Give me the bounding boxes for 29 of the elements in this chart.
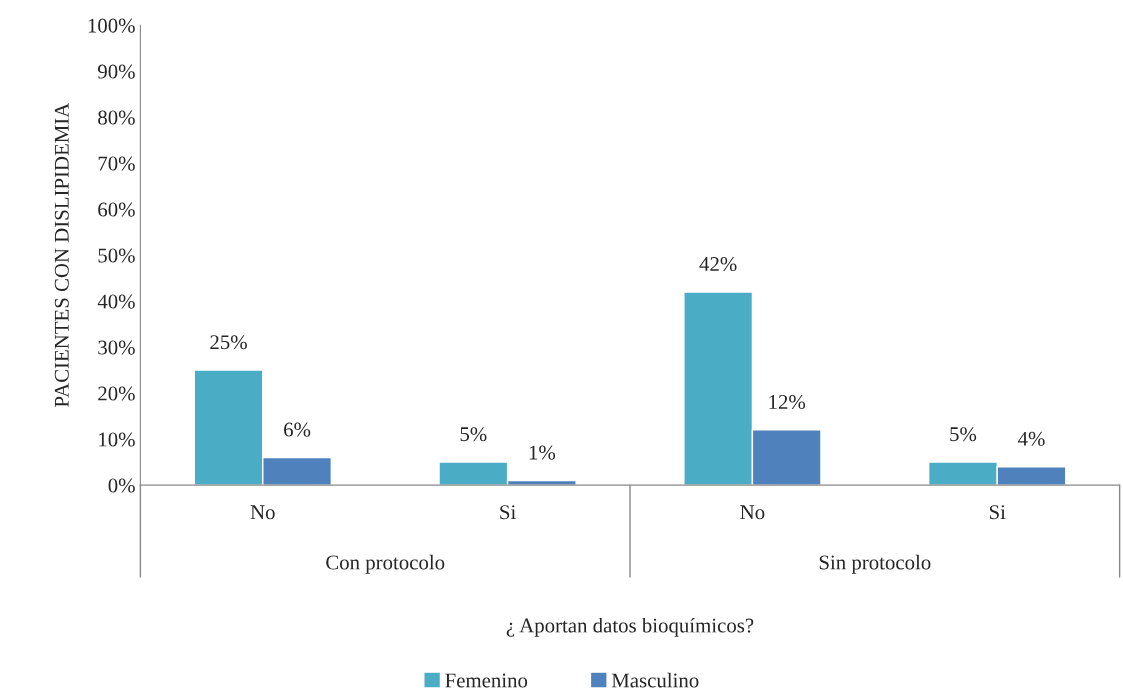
- y-tick-label: 100%: [88, 18, 135, 33]
- y-tick-label: 80%: [98, 110, 135, 125]
- x-tick-label: Si: [989, 505, 1006, 520]
- y-tick-label: 90%: [98, 64, 135, 79]
- data-label: 5%: [950, 427, 977, 442]
- y-tick-label: 10%: [99, 432, 135, 447]
- x-tick-label: No: [250, 505, 275, 520]
- data-label: 1%: [529, 445, 556, 460]
- y-tick-label: 0%: [108, 478, 135, 493]
- data-label: 5%: [460, 427, 487, 442]
- y-tick-label: 60%: [98, 202, 135, 217]
- text: Con protocolo: [326, 554, 445, 574]
- data-label: 12%: [769, 394, 806, 410]
- y-tick-label: 20%: [98, 386, 135, 401]
- data-label: 6%: [284, 422, 311, 437]
- text: Sin protocolo: [819, 554, 931, 574]
- x-tick-label: Si: [500, 505, 516, 520]
- y-tick-label: 70%: [98, 156, 135, 171]
- y-tick-label: 50%: [98, 248, 135, 263]
- data-label: 4%: [1018, 431, 1045, 446]
- x-axis-title: ¿ Aportan datos bioquímicos?: [506, 617, 754, 637]
- y-tick-label: 30%: [98, 340, 135, 355]
- data-label: 25%: [210, 335, 247, 350]
- data-label: 42%: [699, 256, 737, 272]
- legend-label: Masculino: [611, 672, 699, 688]
- legend-label: Femenino: [445, 673, 528, 688]
- y-tick-label: 40%: [97, 294, 135, 309]
- x-tick-label: No: [740, 505, 765, 520]
- y-axis-title: PACIENTES CON DISLIPIDEMIA: [54, 102, 69, 407]
